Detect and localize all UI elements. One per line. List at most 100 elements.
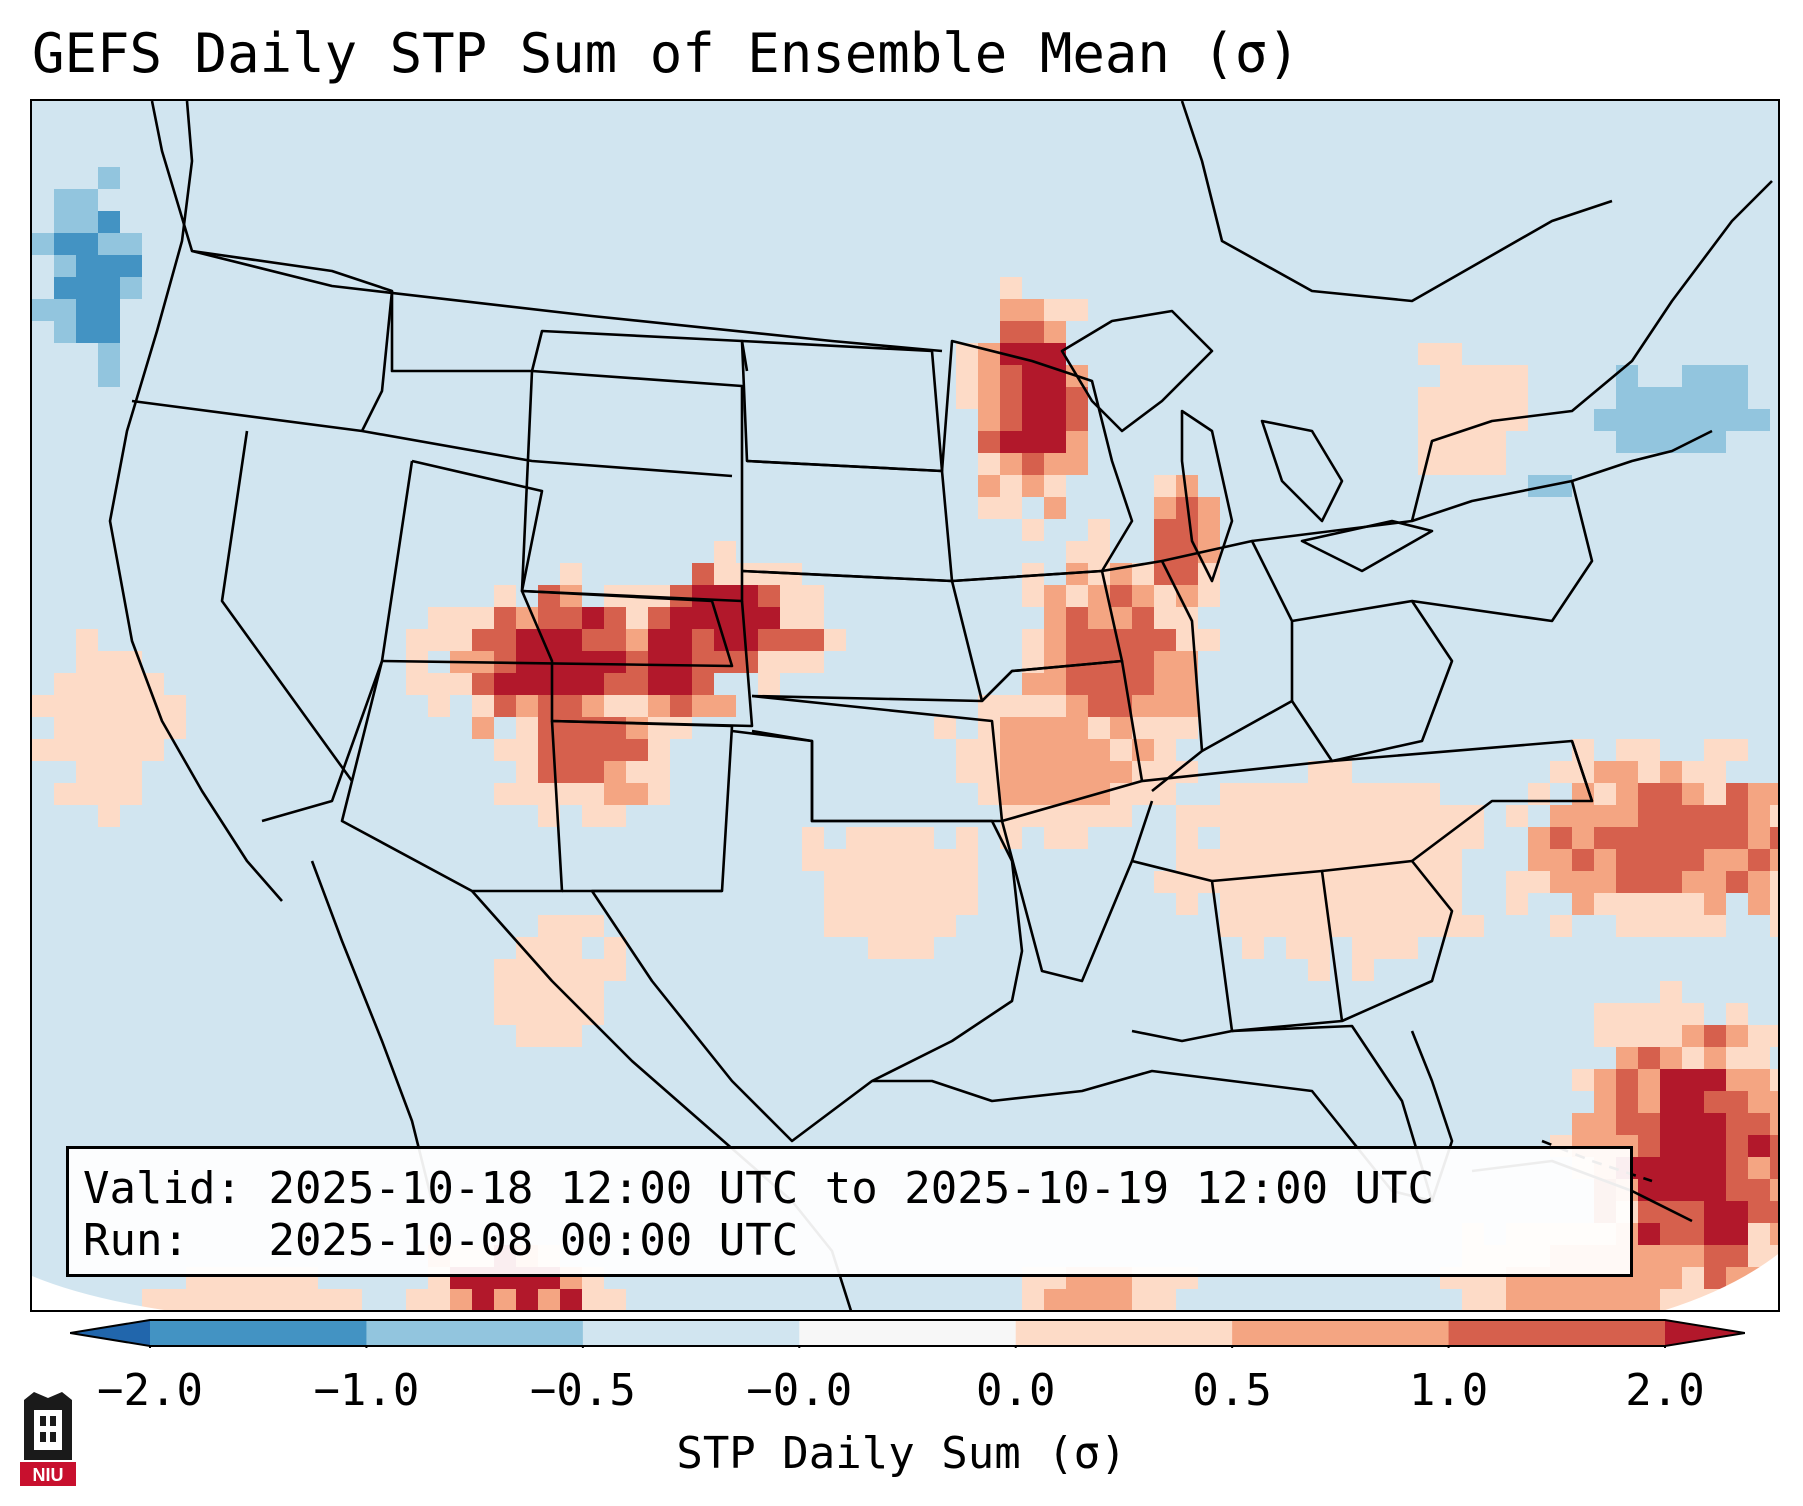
stp-cell (868, 937, 890, 959)
stp-cell (560, 651, 582, 673)
stp-cell (1704, 1201, 1726, 1223)
stp-cell (1374, 783, 1396, 805)
stp-cell (1176, 475, 1198, 497)
stp-cell (98, 277, 120, 299)
stp-cell (1528, 827, 1550, 849)
stp-cell (560, 607, 582, 629)
stp-cell (1022, 519, 1044, 541)
stp-cell (1616, 1311, 1638, 1312)
stp-cell (1154, 673, 1176, 695)
stp-cell (32, 299, 54, 321)
stp-cell (516, 717, 538, 739)
stp-cell (890, 893, 912, 915)
stp-cell (1770, 1091, 1778, 1113)
stp-cell (1110, 695, 1132, 717)
stp-cell (1704, 409, 1726, 431)
stp-cell (1682, 783, 1704, 805)
stp-cell (1418, 849, 1440, 871)
stp-cell (450, 629, 472, 651)
stp-cell (1154, 717, 1176, 739)
valid-label: Valid: (83, 1163, 242, 1214)
colorbar (70, 1319, 1745, 1348)
stp-cell (626, 607, 648, 629)
stp-cell (912, 937, 934, 959)
stp-cell (54, 255, 76, 277)
stp-cell (1198, 519, 1220, 541)
stp-cell (604, 673, 626, 695)
stp-cell (1110, 717, 1132, 739)
stp-cell (1044, 805, 1066, 827)
stp-cell (1374, 849, 1396, 871)
stp-cell (1220, 915, 1242, 937)
stp-cell (1726, 739, 1748, 761)
colorbar-tick-label: −1.0 (313, 1365, 420, 1416)
stp-cell (1066, 541, 1088, 563)
stp-cell (1660, 783, 1682, 805)
stp-cell (1044, 783, 1066, 805)
stp-cell (1308, 783, 1330, 805)
stp-cell (1440, 343, 1462, 365)
stp-cell (1352, 893, 1374, 915)
stp-cell (1000, 453, 1022, 475)
stp-cell (1770, 805, 1778, 827)
stp-cell (1022, 761, 1044, 783)
stp-cell (758, 673, 780, 695)
stp-cell (560, 629, 582, 651)
stp-cell (538, 959, 560, 981)
stp-cell (1550, 1311, 1572, 1312)
stp-cell (1088, 761, 1110, 783)
stp-cell (978, 761, 1000, 783)
stp-cell (1044, 387, 1066, 409)
stp-cell (274, 1289, 296, 1310)
stp-cell (1484, 453, 1506, 475)
stp-cell (560, 1025, 582, 1047)
stp-cell (1088, 519, 1110, 541)
stp-cell (516, 1003, 538, 1025)
stp-cell (1682, 1179, 1704, 1201)
stp-cell (1704, 1135, 1726, 1157)
stp-cell (1066, 805, 1088, 827)
stp-cell (516, 739, 538, 761)
stp-cell (846, 871, 868, 893)
stp-cell (450, 607, 472, 629)
stp-cell (1726, 1245, 1748, 1267)
stp-cell (714, 563, 736, 585)
stp-cell (538, 1003, 560, 1025)
stp-cell (1242, 937, 1264, 959)
stp-cell (252, 1289, 274, 1310)
stp-cell (98, 365, 120, 387)
stp-cell (1330, 915, 1352, 937)
stp-cell (428, 695, 450, 717)
stp-cell (1506, 1311, 1528, 1312)
stp-cell (912, 827, 934, 849)
stp-cell (1110, 607, 1132, 629)
stp-cell (1704, 827, 1726, 849)
stp-cell (98, 299, 120, 321)
stp-cell (494, 695, 516, 717)
stp-cell (1154, 739, 1176, 761)
stp-cell (1154, 519, 1176, 541)
stp-cell (1154, 783, 1176, 805)
stp-cell (1374, 827, 1396, 849)
stp-cell (1572, 1311, 1594, 1312)
stp-cell (1748, 849, 1770, 871)
stp-cell (1616, 1025, 1638, 1047)
stp-cell (1022, 453, 1044, 475)
stp-cell (76, 277, 98, 299)
stp-cell (802, 849, 824, 871)
stp-cell (1528, 871, 1550, 893)
stp-cell (1616, 1113, 1638, 1135)
stp-cell (494, 959, 516, 981)
stp-cell (1022, 717, 1044, 739)
stp-cell (1594, 1025, 1616, 1047)
stp-cell (1748, 1069, 1770, 1091)
stp-cell (1682, 1157, 1704, 1179)
stp-cell (736, 563, 758, 585)
stp-cell (560, 761, 582, 783)
stp-cell (626, 761, 648, 783)
stp-cell (1022, 431, 1044, 453)
stp-cell (120, 695, 142, 717)
stp-cell (604, 629, 626, 651)
stp-cell (956, 827, 978, 849)
stp-cell (846, 893, 868, 915)
